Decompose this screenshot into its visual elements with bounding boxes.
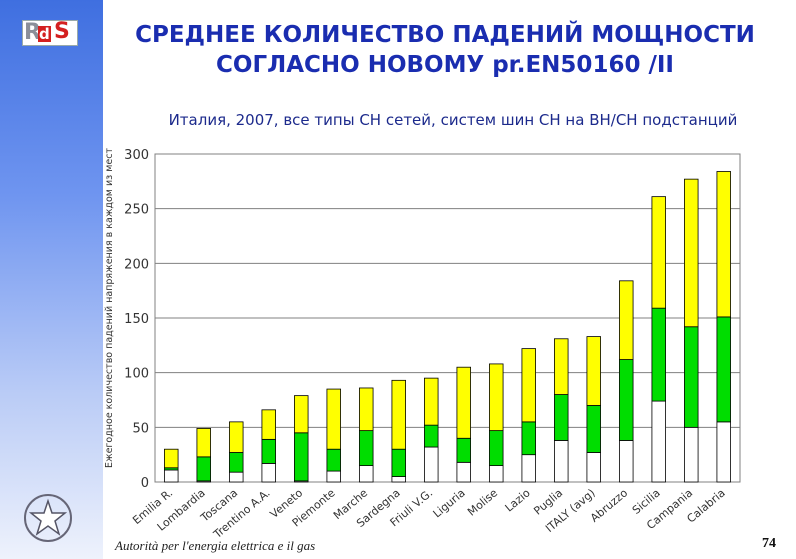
bar-segment-yellow — [424, 377, 439, 426]
bar-segment-yellow — [456, 366, 471, 439]
bar-segment-yellow — [326, 388, 341, 450]
slide-title: СРЕДНЕЕ КОЛИЧЕСТВО ПАДЕНИЙ МОЩНОСТИ СОГЛ… — [105, 20, 785, 80]
bar-segment-yellow — [294, 395, 309, 434]
y-tick-label: 50 — [132, 421, 149, 436]
bar-segment-white — [391, 476, 406, 483]
bar-segment-white — [229, 471, 244, 483]
bar-segment-yellow — [554, 338, 569, 395]
bar-segment-yellow — [586, 336, 601, 406]
bar-segment-green — [716, 316, 731, 423]
bar-segment-white — [554, 440, 569, 483]
page-number: 74 — [762, 536, 776, 551]
bar-segment-white — [359, 465, 374, 483]
bar-segment-white — [326, 470, 341, 483]
chart-title: Италия, 2007, все типы СН сетей, систем … — [168, 111, 738, 129]
bar-segment-green — [456, 437, 471, 463]
bar-segment-green — [294, 432, 309, 482]
bar-segment-green — [489, 430, 504, 467]
bar-segment-yellow — [164, 448, 179, 469]
bar-segment-yellow — [521, 348, 536, 423]
bar-segment-white — [586, 452, 601, 483]
bar-segment-green — [196, 456, 211, 482]
bar-segment-yellow — [359, 387, 374, 432]
bar-segment-green — [586, 405, 601, 453]
x-tick-label: Liguria — [431, 486, 468, 520]
stacked-bar-chart: 0 50 100 150 200 250 300 Ежегодное количество п… — [104, 148, 741, 540]
x-tick-label: Abruzzo — [588, 486, 630, 525]
bar-segment-green — [261, 438, 276, 464]
bar-segment-green — [651, 307, 666, 402]
bar-segment-yellow — [196, 428, 211, 458]
y-tick-label: 100 — [124, 367, 149, 382]
bar-segment-white — [424, 446, 439, 483]
bar-segment-yellow — [716, 171, 731, 318]
slide-title-line2: СОГЛАСНО НОВОМУ pr.EN50160 /II — [216, 52, 674, 78]
x-tick-label: Molise — [465, 486, 500, 518]
y-tick-label: 150 — [124, 312, 149, 327]
footer-text: Autorità per l'energia elettrica e il ga… — [115, 538, 316, 553]
italian-emblem-icon — [24, 494, 72, 542]
x-tick-label: Lazio — [503, 486, 533, 514]
bar-segment-white — [619, 440, 634, 483]
bar-segment-green — [229, 452, 244, 473]
bar-segment-yellow — [261, 409, 276, 440]
bar-segment-green — [521, 421, 536, 456]
rds-logo-d: d — [38, 25, 51, 43]
bar-segment-green — [684, 326, 699, 428]
bar-segment-green — [359, 430, 374, 467]
bar-segment-green — [619, 359, 634, 441]
y-tick-label: 200 — [124, 257, 149, 272]
bar-segment-white — [164, 469, 179, 483]
rds-logo-s: S — [54, 19, 70, 44]
bar-segment-green — [326, 448, 341, 472]
bar-segment-yellow — [489, 363, 504, 432]
y-tick-label: 0 — [141, 476, 149, 491]
bar-segment-white — [716, 421, 731, 483]
bar-segment-yellow — [651, 196, 666, 309]
bar-segment-yellow — [684, 178, 699, 328]
bar-segment-white — [489, 465, 504, 483]
bar-segment-white — [456, 461, 471, 483]
y-tick-label: 250 — [124, 203, 149, 218]
bar-segment-yellow — [229, 421, 244, 453]
bar-segment-white — [261, 463, 276, 483]
left-decorative-bar — [0, 0, 103, 559]
bar-segment-green — [424, 424, 439, 448]
bar-segment-white — [684, 426, 699, 483]
slide-title-line1: СРЕДНЕЕ КОЛИЧЕСТВО ПАДЕНИЙ МОЩНОСТИ — [135, 22, 755, 48]
bar-segment-green — [391, 448, 406, 477]
y-tick-label: 300 — [124, 148, 149, 163]
bar-segment-white — [651, 400, 666, 483]
y-axis-label: Ежегодное количество падений напряжения … — [104, 148, 115, 468]
bar-segment-green — [554, 394, 569, 441]
rds-logo-r: R — [24, 20, 41, 45]
bar-segment-white — [521, 454, 536, 483]
bar-segment-yellow — [619, 280, 634, 360]
bar-segment-yellow — [391, 379, 406, 450]
